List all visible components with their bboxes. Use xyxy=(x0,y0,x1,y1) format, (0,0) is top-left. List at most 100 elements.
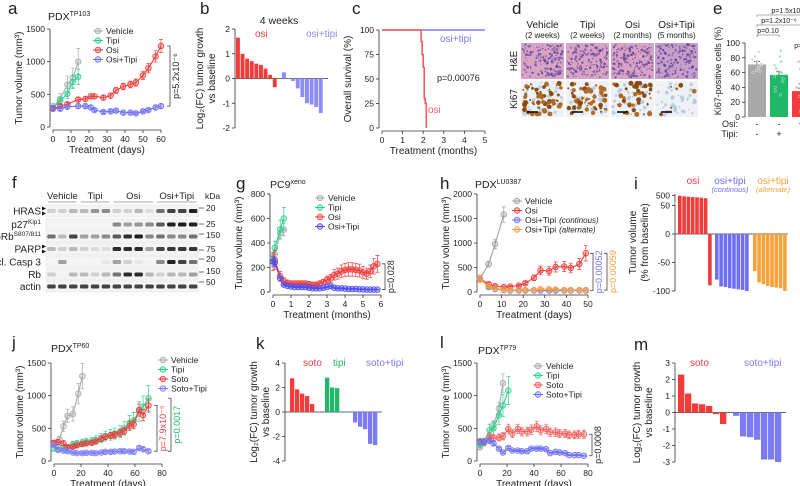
p-value: p=1.5x10⁻¹² xyxy=(771,8,800,15)
nucleus xyxy=(682,110,686,114)
legend-label: Soto xyxy=(171,374,189,384)
nucleus xyxy=(664,90,669,95)
ki67-positive-cell xyxy=(647,113,650,116)
error-bar xyxy=(500,394,505,417)
panel-l: l PDXTP79 0 20 40 60 80 0 500 1000 1500 Treatment (… xyxy=(440,333,603,486)
blot-band xyxy=(188,222,198,227)
column-label: Tipi xyxy=(580,20,596,31)
y-tick-label: 0 xyxy=(467,287,472,297)
legend-name: Tipi xyxy=(171,365,184,375)
nucleus xyxy=(635,64,638,67)
data-point xyxy=(157,102,165,110)
nucleus xyxy=(600,64,602,66)
nucleus xyxy=(572,75,574,77)
nucleus xyxy=(633,69,635,71)
nucleus xyxy=(595,48,598,50)
protein-name: pRb xyxy=(0,232,14,243)
he-image xyxy=(521,43,564,79)
error-bar xyxy=(519,449,524,453)
data-point xyxy=(515,286,523,294)
nucleus xyxy=(538,59,542,62)
data-point xyxy=(359,269,367,276)
legend-item: Osi+Tipi (alternate) xyxy=(512,225,596,235)
nucleus xyxy=(546,67,549,71)
legend-marker xyxy=(513,207,521,214)
nucleus xyxy=(672,69,674,71)
blot-band xyxy=(47,209,56,213)
data-point xyxy=(755,59,758,63)
bar xyxy=(263,68,268,79)
column-label: Osi+Tipi xyxy=(658,20,695,31)
error-bar xyxy=(553,261,558,273)
nucleus xyxy=(589,52,593,56)
nucleus xyxy=(677,94,680,97)
legend-item: Soto xyxy=(533,380,564,390)
nucleus xyxy=(642,48,644,50)
ki67-positive-cell xyxy=(590,110,596,116)
nucleus xyxy=(675,67,678,70)
nucleus xyxy=(579,64,582,67)
data-point xyxy=(69,410,77,418)
data-point xyxy=(757,65,761,69)
data-point xyxy=(69,78,76,86)
error-bar xyxy=(65,88,70,100)
panel-a: a PDXTP103 0 10 20 30 40 50 60 0 500 1000 1500 Treatm… xyxy=(8,0,181,156)
data-point xyxy=(57,105,64,112)
p-value: p=5.2x10⁻⁶ xyxy=(171,53,181,99)
ki67-positive-cell xyxy=(535,91,539,95)
panel-title: PDXTP79 xyxy=(478,345,516,357)
nucleus xyxy=(574,69,577,73)
error-bar xyxy=(493,287,498,290)
ki67-positive-cell xyxy=(584,101,586,104)
y-tick-label: 3 xyxy=(665,358,670,368)
ki67-positive-cell xyxy=(546,103,549,105)
ki67-positive-cell xyxy=(643,83,648,89)
blot-membrane xyxy=(45,268,199,281)
nucleus xyxy=(691,73,694,76)
y-tick-label: 500 xyxy=(32,423,46,433)
ki67-positive-cell xyxy=(605,107,608,110)
error-bar xyxy=(364,267,369,280)
nucleus xyxy=(679,69,681,71)
data-point xyxy=(111,431,118,439)
error-bar xyxy=(51,105,55,111)
nucleus xyxy=(693,100,697,104)
nucleus xyxy=(626,90,629,93)
bar xyxy=(733,412,740,416)
legend-label: Osi+Tipi (alternate) xyxy=(525,225,596,235)
error-bar xyxy=(65,104,70,110)
ki67-positive-cell xyxy=(569,81,575,87)
p-value: p=0.00059 xyxy=(608,250,618,293)
osi-sign: - xyxy=(778,119,781,129)
title-superscript: LU0387 xyxy=(497,179,522,186)
nucleus xyxy=(554,70,557,73)
data-point xyxy=(60,440,67,447)
x-axis-label: Treatment (months) xyxy=(390,146,477,157)
data-point xyxy=(753,55,757,58)
nucleus xyxy=(618,72,621,75)
nucleus xyxy=(555,87,558,90)
nucleus xyxy=(540,82,543,84)
nucleus xyxy=(657,67,661,71)
y-axis-label: Tumor volume (mm³) xyxy=(14,32,25,125)
nucleus xyxy=(620,56,623,59)
nucleus xyxy=(591,57,594,60)
nucleus xyxy=(641,63,645,66)
legend-marker xyxy=(316,223,324,230)
data-point xyxy=(491,240,499,248)
nucleus xyxy=(663,62,665,64)
nucleus xyxy=(521,74,524,76)
nucleus xyxy=(586,52,590,55)
legend-label: Tipi xyxy=(328,203,341,213)
nucleus xyxy=(687,72,689,74)
nucleus xyxy=(559,69,563,73)
ki67-positive-cell xyxy=(567,87,570,90)
legend-name: Vehicle xyxy=(328,193,356,203)
legend-marker xyxy=(534,391,542,398)
nucleus xyxy=(669,71,671,73)
ki67-positive-cell xyxy=(594,84,598,87)
data-point xyxy=(798,82,800,86)
y-tick-label: 0 xyxy=(665,408,670,418)
data-point xyxy=(74,58,82,65)
protein-name: HRAS xyxy=(13,207,41,218)
